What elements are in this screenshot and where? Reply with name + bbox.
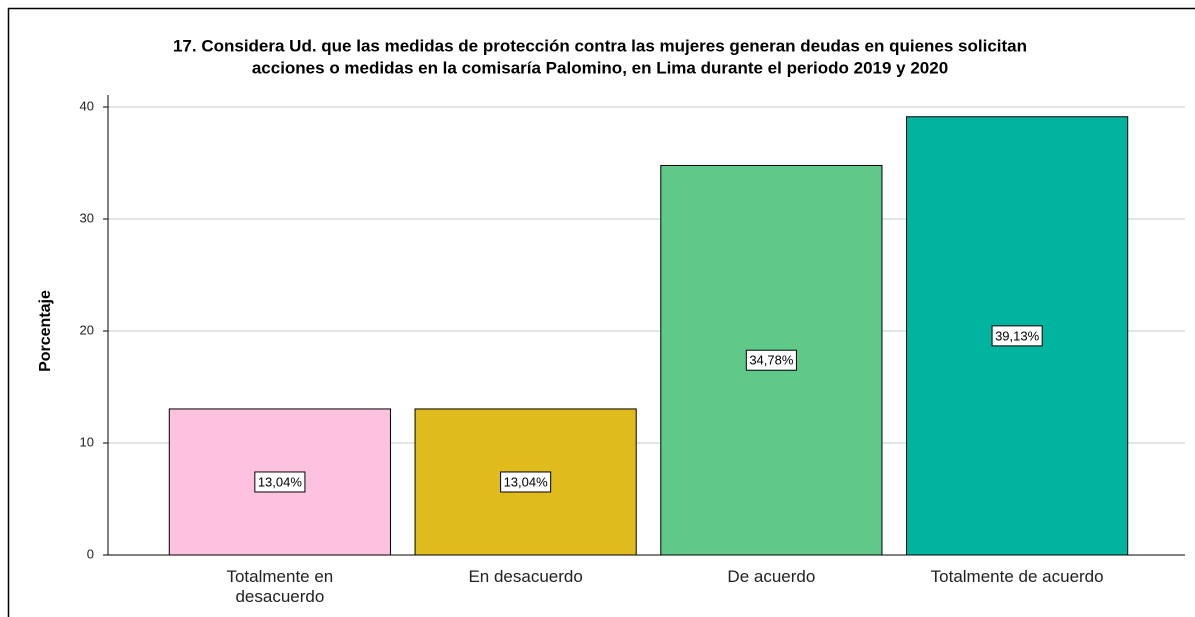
x-tick-label: Totalmente en desacuerdo (226, 567, 334, 606)
chart-title: 17. Considera Ud. que las medidas de pro… (173, 36, 1027, 55)
x-tick-label: Totalmente de acuerdo (930, 567, 1104, 586)
data-label: 34,78% (749, 353, 794, 368)
y-tick-label: 10 (80, 434, 94, 449)
data-label-box (254, 471, 306, 493)
data-label: 39,13% (995, 328, 1040, 343)
y-tick-label: 0 (87, 546, 94, 561)
frame (7, 7, 1195, 617)
y-axis-title: Porcentaje (37, 290, 54, 372)
chart-title: acciones o medidas en la comisaría Palom… (252, 58, 948, 77)
data-label: 13,04% (258, 474, 303, 489)
data-label-box (500, 471, 552, 493)
data-label-box (991, 325, 1043, 347)
y-tick-label: 30 (80, 210, 94, 225)
x-tick-label: En desacuerdo (468, 567, 583, 586)
y-tick-label: 20 (80, 322, 94, 337)
data-label-box (745, 349, 797, 371)
x-tick-label: De acuerdo (727, 567, 816, 586)
y-tick-label: 40 (80, 98, 94, 113)
data-label: 13,04% (504, 474, 549, 489)
